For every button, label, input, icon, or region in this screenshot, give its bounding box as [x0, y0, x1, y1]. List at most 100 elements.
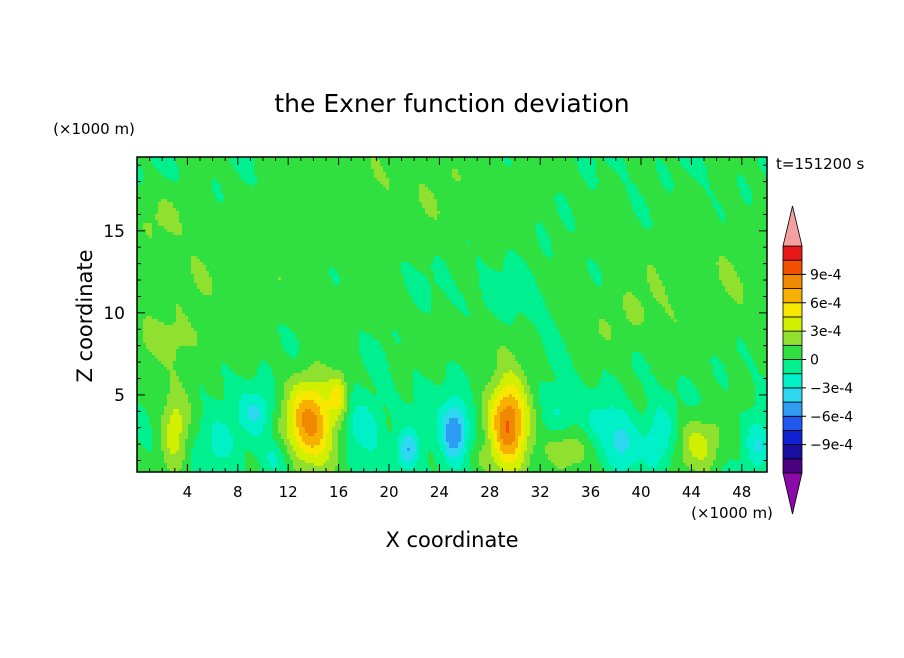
contour-cell [626, 316, 644, 319]
contour-cell [500, 346, 506, 349]
contour-cell [164, 322, 173, 325]
contour-cell [659, 301, 668, 304]
contour-cell [446, 373, 467, 376]
contour-cell [230, 430, 248, 433]
contour-cell [479, 454, 491, 457]
contour-cell [341, 370, 368, 373]
contour-cell [239, 418, 251, 421]
contour-cell [575, 229, 767, 232]
contour-cell [683, 400, 701, 403]
contour-cell [641, 379, 656, 382]
contour-cell [158, 358, 176, 361]
contour-cell [413, 394, 455, 397]
contour-cell [545, 301, 623, 304]
contour-cell [137, 370, 170, 373]
contour-cell [338, 463, 347, 466]
contour-cell [614, 442, 629, 445]
colorbar-band [782, 245, 803, 261]
contour-cell [629, 196, 644, 199]
contour-cell [281, 448, 287, 451]
contour-field [137, 157, 767, 472]
contour-cell [383, 409, 389, 412]
contour-cell [527, 436, 536, 439]
contour-cell [194, 328, 278, 331]
contour-cell [332, 280, 341, 283]
contour-cell [272, 430, 278, 433]
contour-cell [305, 451, 323, 454]
contour-cell [686, 424, 716, 427]
contour-cell [386, 424, 392, 427]
contour-cell [266, 418, 272, 421]
contour-cell [275, 394, 284, 397]
contour-cell [656, 466, 668, 469]
contour-cell [434, 277, 452, 280]
contour-cell [146, 229, 152, 232]
contour-cell [302, 418, 317, 421]
contour-cell [497, 349, 509, 352]
contour-cell [137, 268, 191, 271]
contour-cell [179, 448, 185, 451]
contour-cell [317, 415, 323, 418]
contour-cell [602, 271, 647, 274]
contour-cell [167, 199, 218, 202]
contour-cell [755, 403, 767, 406]
contour-cell [464, 424, 470, 427]
contour-cell [656, 376, 680, 379]
contour-cell [341, 400, 344, 403]
contour-cell [515, 415, 521, 418]
contour-cell [146, 412, 164, 415]
contour-cell [638, 460, 644, 463]
contour-cell [296, 469, 335, 472]
contour-cell [536, 232, 548, 235]
contour-cell [707, 454, 716, 457]
contour-cell [710, 196, 716, 199]
contour-cell [272, 415, 281, 418]
contour-cell [596, 172, 617, 175]
contour-cell [701, 421, 740, 424]
contour-cell [329, 394, 341, 397]
contour-cell [227, 424, 242, 427]
contour-cell [755, 445, 761, 448]
contour-cell [491, 424, 494, 427]
contour-cell [548, 358, 572, 361]
colorbar-band [782, 458, 803, 474]
contour-cell [674, 451, 683, 454]
contour-cell [317, 421, 323, 424]
contour-cell [398, 436, 404, 439]
contour-cell [716, 355, 740, 358]
contour-cell [599, 457, 608, 460]
contour-cell [671, 391, 677, 394]
contour-cell [350, 400, 404, 403]
contour-cell [236, 373, 257, 376]
contour-cell [167, 424, 182, 427]
contour-cell [401, 463, 416, 466]
contour-cell [488, 409, 491, 412]
contour-cell [479, 274, 533, 277]
contour-cell [137, 166, 140, 169]
contour-cell [551, 313, 626, 316]
contour-cell [494, 268, 503, 271]
contour-cell [299, 457, 329, 460]
contour-cell [467, 412, 476, 415]
contour-cell [167, 445, 179, 448]
contour-cell [224, 391, 275, 394]
contour-cell [401, 268, 416, 271]
contour-cell [287, 424, 293, 427]
contour-cell [341, 397, 344, 400]
contour-cell [527, 439, 536, 442]
contour-cell [389, 364, 446, 367]
contour-cell [662, 457, 671, 460]
contour-cell [287, 430, 293, 433]
contour-cell [311, 445, 314, 448]
contour-cell [593, 445, 602, 448]
x-tick-label: 32 [531, 483, 550, 501]
contour-cell [137, 457, 164, 460]
contour-cell [230, 433, 251, 436]
contour-cell [326, 433, 332, 436]
contour-cell [545, 451, 584, 454]
contour-cell [548, 232, 767, 235]
contour-cell [677, 418, 740, 421]
contour-cell [338, 283, 404, 286]
contour-cell [536, 421, 545, 424]
contour-cell [287, 415, 293, 418]
